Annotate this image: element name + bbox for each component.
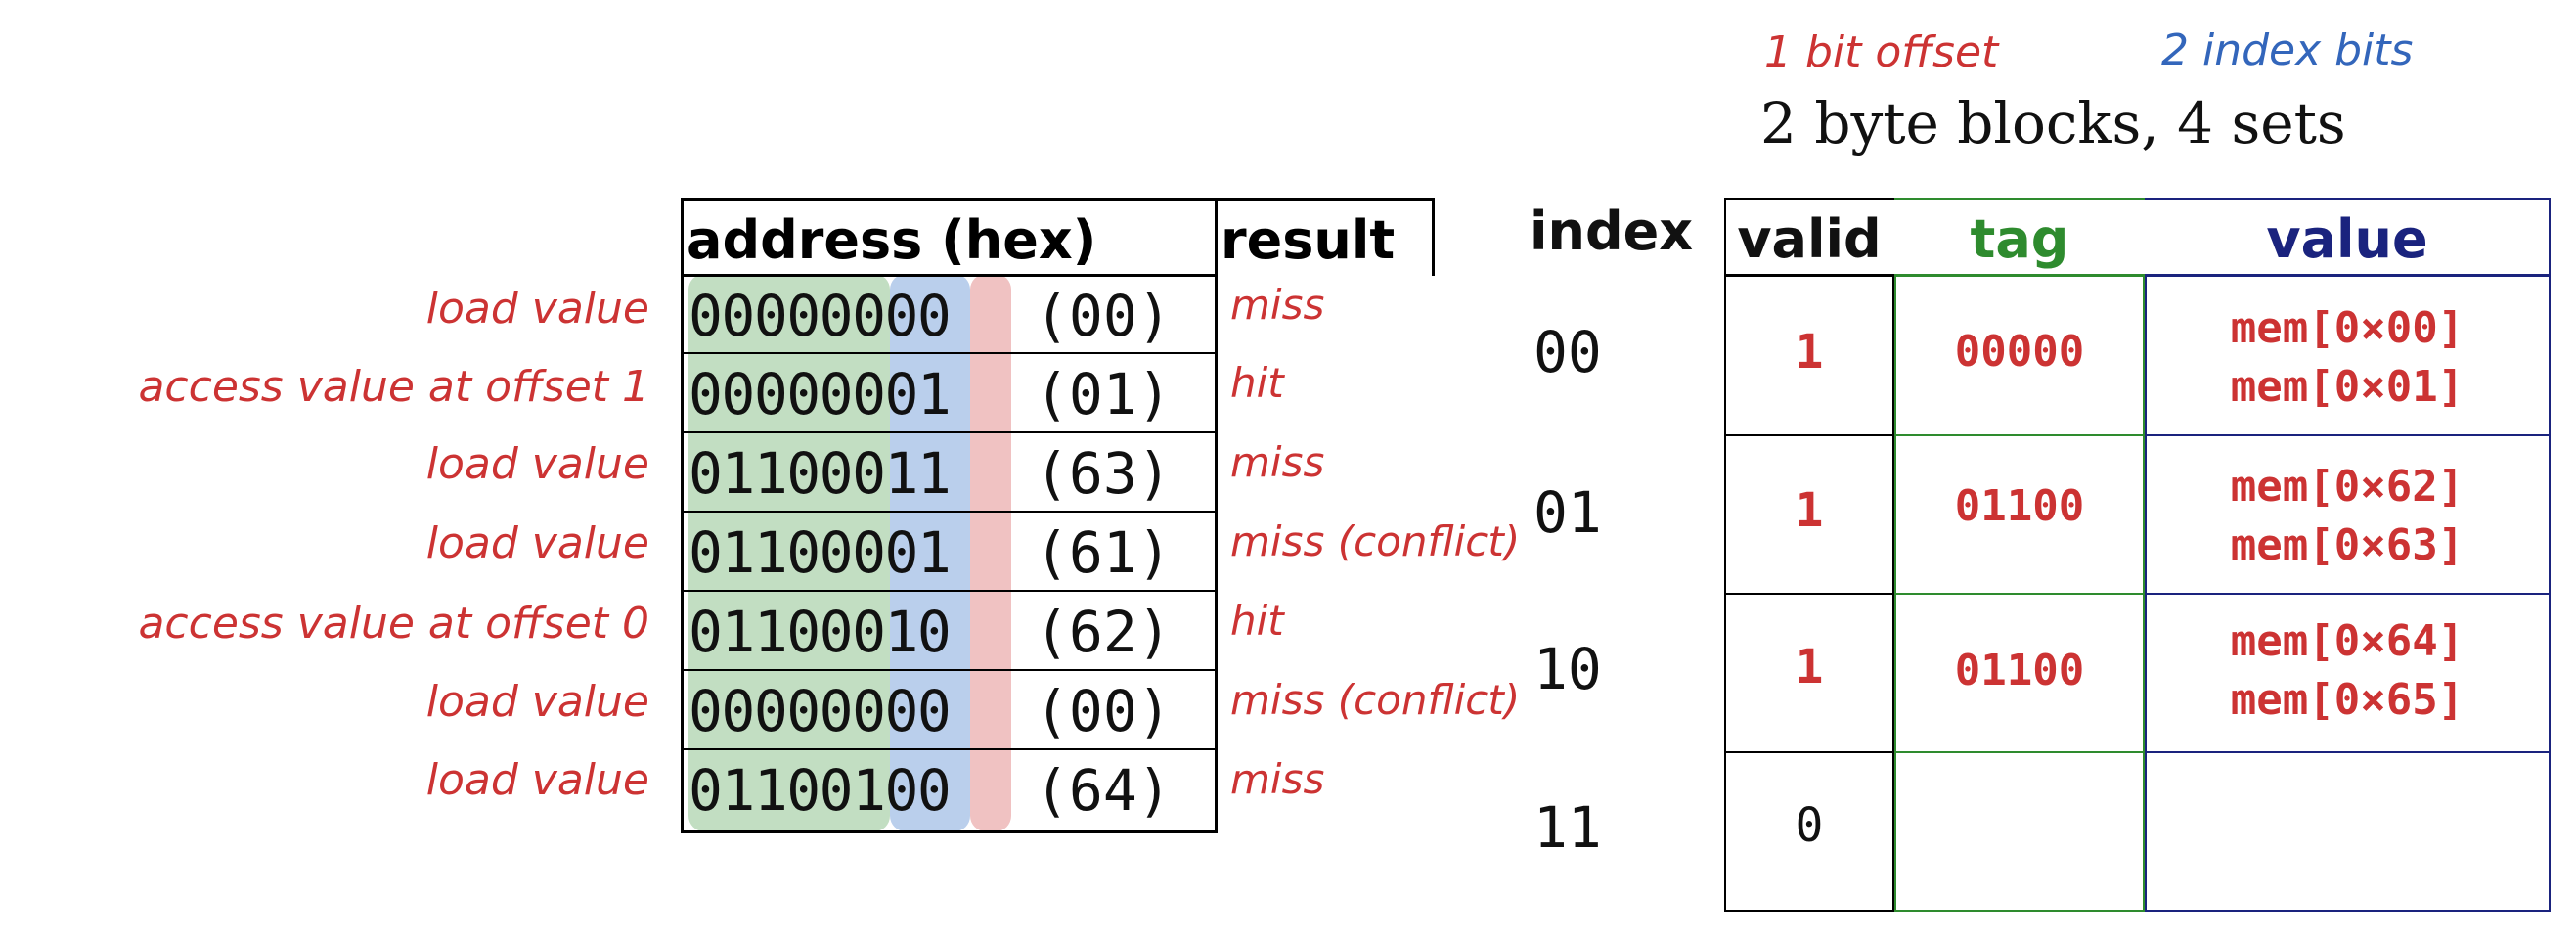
address-bits: 01100011: [688, 440, 952, 507]
set-index: 11: [1533, 794, 1602, 861]
tag-value: 01100: [1954, 481, 2085, 531]
table-row: 01100011 (63) miss: [681, 433, 1434, 513]
table-border-bottom: [681, 830, 1217, 833]
row-action-label: load value: [425, 677, 649, 727]
set-index: 01: [1533, 479, 1602, 546]
row-action-label: access value at offset 0: [138, 599, 649, 649]
valid-bit: 1: [1795, 325, 1824, 380]
table-row: 00000001 (01) hit: [681, 354, 1434, 433]
row-divider: [681, 431, 1217, 433]
valid-bit: 1: [1795, 640, 1824, 695]
row-action-label: load value: [425, 518, 649, 568]
row-divider: [681, 352, 1217, 354]
table-border-left: [681, 198, 684, 833]
result-column-header: result: [1221, 209, 1396, 271]
header-border: [1724, 198, 1726, 277]
row-action-label: load value: [425, 439, 649, 489]
table-bottom-border: [2145, 910, 2550, 912]
table-row: 00000000 (00) miss (conflict): [681, 671, 1520, 750]
set-divider: [1894, 751, 2145, 753]
tag-bits-highlight: [688, 274, 890, 831]
table-border-right: [1432, 198, 1435, 276]
address-hex: (63): [1035, 440, 1172, 507]
table-header-divider: [681, 274, 1217, 277]
offset-bits-highlight: [970, 274, 1011, 831]
address-column-header: address (hex): [687, 209, 1097, 271]
row-action-label: access value at offset 1: [138, 362, 649, 412]
valid-column-header: valid: [1737, 208, 1882, 270]
address-bits: 01100001: [688, 519, 952, 586]
table-row: 01100010 (62) hit: [681, 592, 1434, 671]
value-column-header: value: [2266, 208, 2428, 270]
access-result: miss (conflict): [1230, 676, 1521, 724]
set-index: 10: [1533, 636, 1602, 702]
row-divider: [681, 511, 1217, 513]
table-border-top: [681, 198, 1434, 201]
index-column-header: index: [1530, 201, 1694, 262]
block-value-line: mem[0×64]: [2230, 616, 2465, 666]
address-bits: 01100010: [688, 599, 952, 665]
header-divider: [1894, 274, 2145, 277]
valid-bit: 0: [1795, 798, 1824, 853]
set-divider: [2145, 434, 2550, 436]
header-border: [2549, 198, 2551, 277]
set-divider: [1894, 434, 2145, 436]
cache-table: valid tag value 1 00000 mem[0×00] mem[0×…: [1724, 198, 2552, 912]
valid-bit: 1: [1795, 483, 1824, 538]
table-bottom-border: [1724, 910, 1894, 912]
address-bits: 01100100: [688, 757, 952, 824]
header-border: [1724, 198, 1894, 200]
set-divider: [2145, 751, 2550, 753]
index-bits-highlight: [890, 274, 970, 831]
table-row: 01100100 (64) miss: [681, 750, 1434, 829]
access-result: miss (conflict): [1230, 517, 1521, 565]
table-column-divider: [1215, 198, 1218, 833]
block-value-line: mem[0×63]: [2230, 520, 2465, 570]
address-hex: (64): [1035, 757, 1172, 824]
set-divider: [1724, 434, 1894, 436]
row-divider: [681, 669, 1217, 671]
address-bits: 00000000: [688, 283, 952, 349]
address-bits: 00000000: [688, 678, 952, 744]
value-column-border: [2549, 277, 2551, 912]
access-result: miss: [1230, 438, 1325, 486]
row-action-label: load value: [425, 284, 649, 334]
access-result: hit: [1230, 359, 1284, 407]
offset-bits-note: 1 bit offset: [1764, 27, 1999, 77]
block-value-line: mem[0×01]: [2230, 362, 2465, 412]
header-border: [2145, 198, 2550, 200]
table-bottom-border: [1894, 910, 2145, 912]
cache-config-text: 2 byte blocks, 4 sets: [1760, 90, 2346, 157]
row-divider: [681, 748, 1217, 750]
tag-value: 01100: [1954, 646, 2085, 695]
set-index: 00: [1533, 319, 1602, 385]
block-value-line: mem[0×65]: [2230, 675, 2465, 725]
tag-value: 00000: [1954, 327, 2085, 377]
header-divider: [2145, 274, 2550, 277]
address-hex: (62): [1035, 599, 1172, 665]
index-bits-note: 2 index bits: [2161, 25, 2414, 75]
block-value-line: mem[0×62]: [2230, 462, 2465, 512]
row-divider: [681, 590, 1217, 592]
table-row: 01100001 (61) miss (conflict): [681, 513, 1520, 592]
address-hex: (00): [1035, 283, 1172, 349]
address-hex: (00): [1035, 678, 1172, 744]
set-divider: [1724, 593, 1894, 595]
set-divider: [1724, 751, 1894, 753]
access-result: hit: [1230, 597, 1284, 645]
set-divider: [1894, 593, 2145, 595]
address-hex: (61): [1035, 519, 1172, 586]
table-row: 00000000 (00) miss: [681, 276, 1434, 355]
access-result: miss: [1230, 281, 1325, 329]
header-border: [1894, 198, 2145, 200]
address-bits: 00000001: [688, 361, 952, 427]
address-hex: (01): [1035, 361, 1172, 427]
address-table: address (hex) result 00000000 (00) miss …: [681, 198, 1520, 833]
header-divider: [1724, 274, 1894, 277]
row-action-label: load value: [425, 755, 649, 805]
set-divider: [2145, 593, 2550, 595]
tag-column-header: tag: [1970, 208, 2069, 270]
access-result: miss: [1230, 755, 1325, 803]
block-value-line: mem[0×00]: [2230, 303, 2465, 353]
